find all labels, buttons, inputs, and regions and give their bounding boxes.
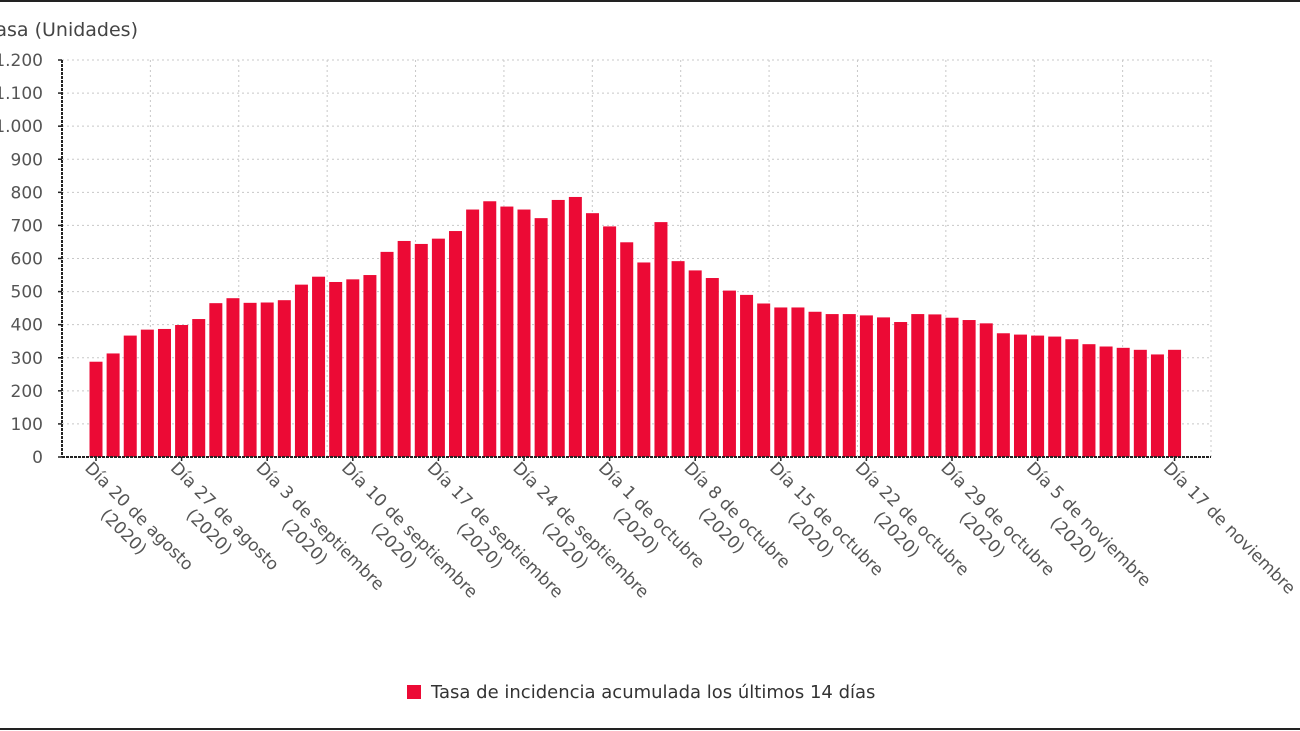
bar[interactable] [89,361,103,457]
bar[interactable] [534,218,548,457]
bar[interactable] [757,303,771,457]
bar[interactable] [1048,336,1062,457]
y-tick-label: 200 [11,382,43,402]
bar[interactable] [346,279,360,457]
bar[interactable] [294,284,308,457]
bar[interactable] [1168,349,1182,457]
bar[interactable] [774,307,788,457]
y-tick-label: 100 [11,415,43,435]
bar[interactable] [1150,354,1164,457]
y-tick-label: 1.000 [0,117,43,137]
y-tick-label: 700 [11,216,43,236]
axes [58,59,1211,461]
bar[interactable] [243,302,257,457]
bar[interactable] [500,206,514,457]
bar[interactable] [397,240,411,457]
bar[interactable] [363,275,377,457]
bar[interactable] [1133,349,1147,457]
y-tick-label: 600 [11,250,43,270]
bar[interactable] [928,314,942,457]
bar[interactable] [996,333,1010,457]
bar[interactable] [483,201,497,457]
y-tick-label: 800 [11,183,43,203]
y-tick-label: 0 [32,448,43,468]
bar[interactable] [1065,339,1079,457]
y-axis-title: Tasa (Unidades) [0,19,138,41]
bar[interactable] [449,231,463,457]
bar[interactable] [808,311,822,457]
bar[interactable] [209,303,223,457]
bar[interactable] [277,300,291,457]
bar[interactable] [551,199,565,457]
legend-label: Tasa de incidencia acumulada los últimos… [430,682,875,703]
bar[interactable] [945,317,959,457]
bar[interactable] [226,298,240,457]
bar[interactable] [911,314,925,457]
bar[interactable] [1099,346,1113,457]
bar[interactable] [877,317,891,457]
y-tick-label: 300 [11,349,43,369]
bar[interactable] [157,328,171,457]
bar[interactable] [140,329,154,457]
bar[interactable] [585,213,599,457]
bar[interactable] [1082,344,1096,457]
bar[interactable] [962,320,976,457]
bars [89,196,1182,457]
y-tick-labels: 0 100 200 300 400 500 600 700 800 900 1.000 1.100 1.… [0,51,43,468]
bar[interactable] [637,262,651,457]
bar[interactable] [620,242,634,457]
bar[interactable] [260,302,274,457]
bar[interactable] [192,319,206,457]
y-tick-label: 1.100 [0,84,43,104]
bar[interactable] [466,209,480,457]
bar[interactable] [671,261,685,457]
bar[interactable] [654,222,668,457]
y-tick-label: 900 [11,150,43,170]
bar[interactable] [825,314,839,457]
bar[interactable] [123,335,137,457]
bar[interactable] [1031,335,1045,457]
bar[interactable] [517,209,531,457]
bar[interactable] [1013,334,1027,457]
bar[interactable] [1116,347,1130,457]
bar[interactable] [791,307,805,457]
bar[interactable] [894,322,908,457]
bar[interactable] [688,270,702,457]
bar[interactable] [603,226,617,457]
bar[interactable] [705,278,719,457]
bar[interactable] [312,276,326,457]
bar[interactable] [329,281,343,457]
y-tick-label: 500 [11,283,43,303]
y-tick-label: 1.200 [0,51,43,71]
bar[interactable] [568,196,582,457]
x-tick-label: Día 5 de noviembre(2020) [1022,458,1154,590]
bar[interactable] [106,353,120,457]
y-tick-label: 400 [11,316,43,336]
x-tick-date: Día 17 de noviembre [1159,458,1299,598]
bar[interactable] [431,238,445,457]
bar[interactable] [175,324,189,457]
bar[interactable] [842,314,856,457]
bar[interactable] [380,251,394,457]
legend-swatch [407,685,421,699]
bar[interactable] [722,290,736,457]
x-tick-labels: Día 20 de agosto(2020) Día 27 de agosto(2… [80,458,1299,602]
x-tick-label: Día 17 de noviembre [1159,458,1299,598]
bar[interactable] [859,315,873,457]
legend[interactable]: Tasa de incidencia acumulada los últimos… [407,682,875,703]
bar[interactable] [740,294,754,457]
bar[interactable] [979,323,993,457]
bar[interactable] [414,243,428,457]
